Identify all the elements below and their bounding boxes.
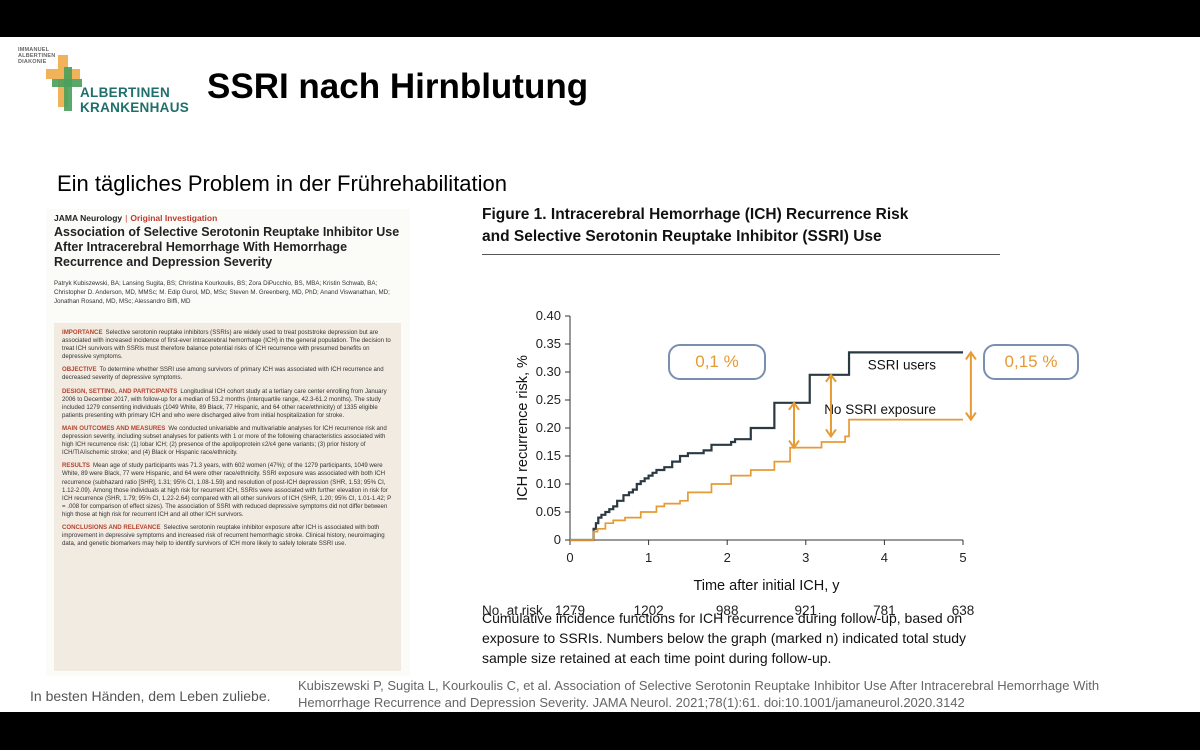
- x-tick-label: 3: [802, 550, 809, 565]
- abstract-text: We conducted univariable and multivariab…: [62, 424, 387, 457]
- arrow-head-top: [825, 373, 837, 383]
- x-axis-label: Time after initial ICH, y: [693, 578, 840, 594]
- y-tick-label: 0.35: [536, 336, 561, 351]
- no-ssri-line: [570, 418, 963, 541]
- slide: IMMANUEL ALBERTINEN DIAKONIE ALBERTINEN …: [0, 37, 1200, 712]
- figure-title: Figure 1. Intracerebral Hemorrhage (ICH)…: [482, 204, 1002, 248]
- abstract-text: Longitudinal ICH cohort study at a terti…: [62, 387, 387, 419]
- risk-table-value: 1279: [555, 603, 585, 618]
- y-tick-label: 0.40: [536, 308, 561, 323]
- abstract-section: DESIGN, SETTING, AND PARTICIPANTS Longitu…: [62, 388, 393, 420]
- abstract-heading: RESULTS: [62, 462, 90, 470]
- abstract-section: MAIN OUTCOMES AND MEASURES We conducted u…: [62, 425, 393, 457]
- abstract-text: Mean age of study participants was 71.3 …: [62, 462, 392, 518]
- y-tick-label: 0.15: [536, 448, 561, 463]
- abstract-heading: CONCLUSIONS AND RELEVANCE: [62, 523, 161, 531]
- logo-small-text: IMMANUEL ALBERTINEN DIAKONIE: [18, 47, 56, 65]
- risk-table-value: 638: [952, 603, 975, 618]
- arrow-head-bottom: [965, 412, 977, 422]
- risk-table-value: 781: [873, 603, 896, 618]
- logo-name-line1: ALBERTINEN: [80, 85, 170, 100]
- difference-callout-1: 0,1 %: [668, 344, 766, 380]
- arrow-head-top: [788, 401, 800, 411]
- paper-title: Association of Selective Serotonin Reupt…: [54, 225, 400, 269]
- x-tick-label: 5: [959, 550, 966, 565]
- logo-name-line2: KRANKENHAUS: [80, 100, 190, 115]
- arrow-head-bottom: [825, 428, 837, 439]
- abstract-text: Selective serotonin reuptake inhibitor e…: [62, 523, 385, 548]
- y-tick-label: 0.25: [536, 392, 561, 407]
- risk-table-value: 921: [795, 603, 818, 618]
- x-tick-label: 4: [881, 550, 888, 565]
- risk-table-value: 1202: [634, 603, 664, 618]
- difference-callout-2: 0,15 %: [983, 344, 1079, 380]
- legend-ssri-users: SSRI users: [868, 357, 937, 372]
- paper-authors: Patryk Kubiszewski, BA; Lansing Sugita, …: [54, 280, 390, 305]
- hospital-logo: IMMANUEL ALBERTINEN DIAKONIE ALBERTINEN …: [14, 47, 189, 117]
- slide-title: SSRI nach Hirnblutung: [207, 67, 589, 106]
- y-tick-label: 0: [554, 532, 561, 547]
- legend-no-ssri: No SSRI exposure: [824, 402, 936, 417]
- recurrence-chart: 0 0.05 0.10 0.15 0.20 0.25 0.30 0.35 0.40 0 1 2 3 4 5 T…: [482, 308, 977, 618]
- ssri-users-line: [570, 351, 963, 542]
- abstract-section: IMPORTANCE Selective serotonin reuptake i…: [62, 329, 393, 361]
- abstract-heading: MAIN OUTCOMES AND MEASURES: [62, 424, 166, 432]
- risk-table-value: 988: [716, 603, 739, 618]
- abstract-section: OBJECTIVE To determine whether SSRI use a…: [62, 366, 393, 382]
- citation: Kubiszewski P, Sugita L, Kourkoulis C, e…: [298, 678, 1100, 710]
- paper-abstract: IMPORTANCE Selective serotonin reuptake i…: [54, 323, 401, 671]
- y-tick-label: 0.05: [536, 504, 561, 519]
- figure-title-line1: Figure 1. Intracerebral Hemorrhage (ICH)…: [482, 206, 909, 223]
- abstract-heading: IMPORTANCE: [62, 329, 103, 336]
- arrow-head-bottom: [788, 440, 800, 450]
- y-tick-label: 0.20: [536, 420, 561, 435]
- x-tick-label: 1: [645, 550, 652, 565]
- abstract-text: Selective serotonin reuptake inhibitors …: [62, 329, 391, 361]
- journal-line: JAMA Neurology | Original Investigation: [54, 213, 218, 223]
- figure-title-line2: and Selective Serotonin Reuptake Inhibit…: [482, 228, 882, 245]
- figure-rule: [482, 254, 1000, 255]
- y-axis-label: ICH recurrence risk, %: [515, 355, 531, 501]
- abstract-heading: OBJECTIVE: [62, 366, 97, 374]
- y-tick-label: 0.10: [536, 476, 561, 491]
- abstract-section: CONCLUSIONS AND RELEVANCE Selective serot…: [62, 524, 393, 548]
- arrow-head-top: [965, 350, 977, 360]
- journal-name: JAMA Neurology: [54, 213, 123, 223]
- abstract-section: RESULTS Mean age of study participants wa…: [62, 462, 393, 519]
- paper-excerpt: JAMA Neurology | Original Investigation As…: [46, 209, 410, 676]
- figure-caption: Cumulative incidence functions for ICH r…: [482, 610, 967, 666]
- abstract-text: To determine whether SSRI use among surv…: [62, 366, 384, 382]
- y-tick-label: 0.30: [536, 364, 561, 379]
- cross-icon: [46, 55, 82, 111]
- article-type: Original Investigation: [130, 213, 218, 223]
- x-tick-label: 0: [566, 550, 573, 565]
- logo-name: ALBERTINEN KRANKENHAUS: [80, 85, 189, 115]
- risk-table-label: No. at risk: [482, 603, 543, 618]
- x-tick-label: 2: [724, 550, 731, 565]
- slogan-footer: In besten Händen, dem Leben zuliebe.: [30, 688, 271, 704]
- slide-subtitle: Ein tägliches Problem in der Frührehabil…: [57, 171, 508, 196]
- abstract-heading: DESIGN, SETTING, AND PARTICIPANTS: [62, 387, 178, 395]
